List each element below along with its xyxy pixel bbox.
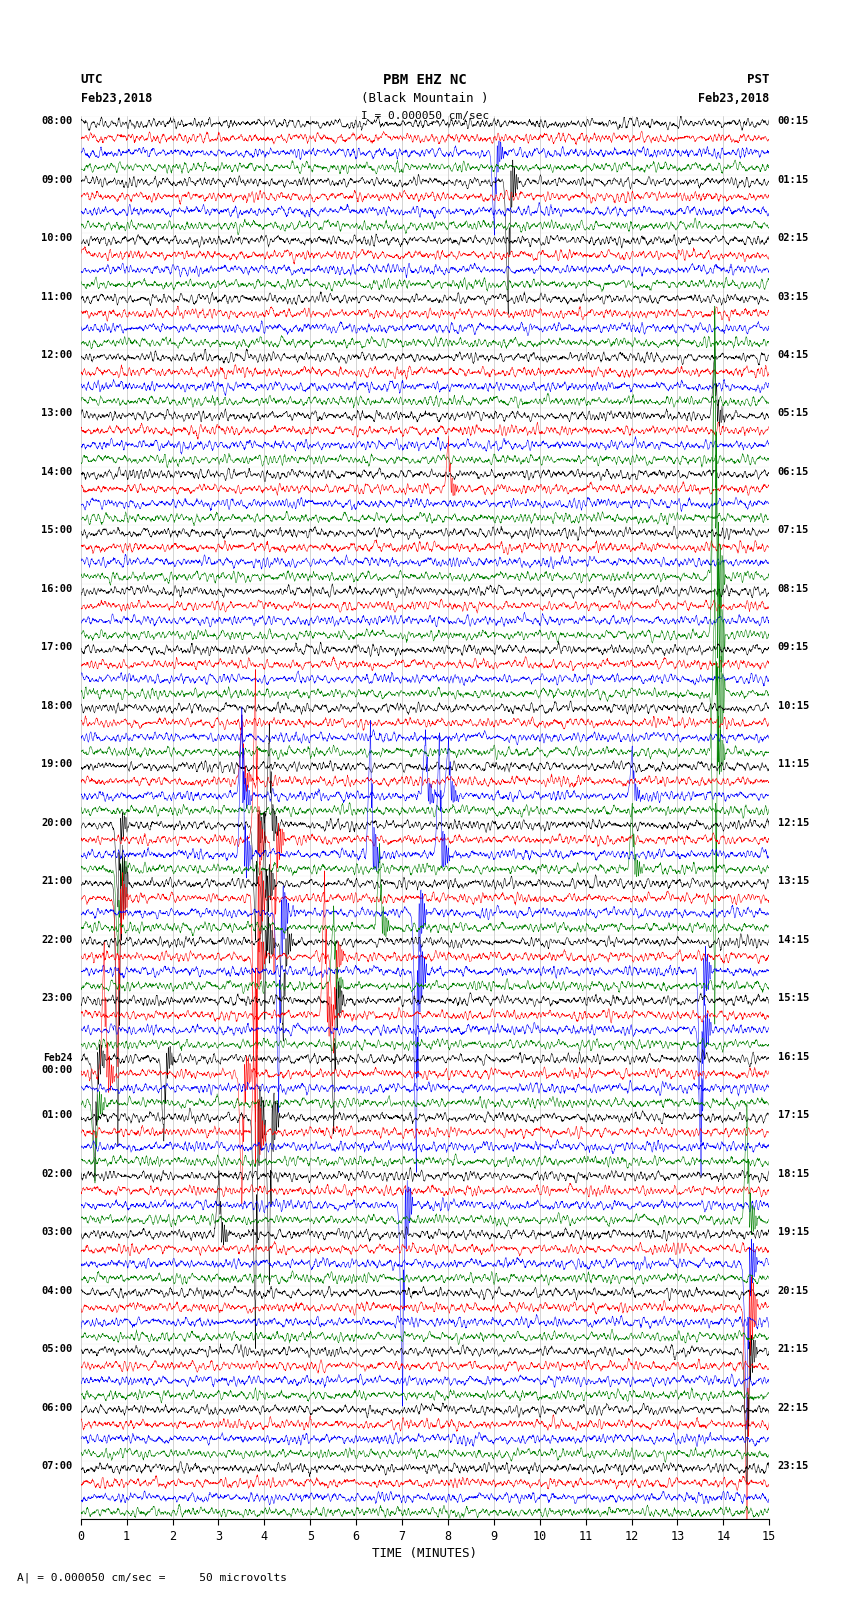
Text: Feb23,2018: Feb23,2018 [81, 92, 152, 105]
Text: 20:15: 20:15 [778, 1286, 808, 1295]
Text: 13:00: 13:00 [42, 408, 72, 418]
Text: 12:15: 12:15 [778, 818, 808, 827]
Text: 14:00: 14:00 [42, 468, 72, 477]
Text: 17:00: 17:00 [42, 642, 72, 652]
Text: PBM EHZ NC: PBM EHZ NC [383, 73, 467, 87]
Text: 09:15: 09:15 [778, 642, 808, 652]
Text: 15:15: 15:15 [778, 994, 808, 1003]
Text: (Black Mountain ): (Black Mountain ) [361, 92, 489, 105]
Text: 11:15: 11:15 [778, 760, 808, 769]
Text: 23:00: 23:00 [42, 994, 72, 1003]
Text: 05:15: 05:15 [778, 408, 808, 418]
Text: 09:00: 09:00 [42, 174, 72, 184]
Text: 01:00: 01:00 [42, 1110, 72, 1119]
Text: 15:00: 15:00 [42, 526, 72, 536]
Text: PST: PST [747, 73, 769, 85]
Text: 07:00: 07:00 [42, 1461, 72, 1471]
Text: 08:15: 08:15 [778, 584, 808, 594]
Text: 06:15: 06:15 [778, 468, 808, 477]
X-axis label: TIME (MINUTES): TIME (MINUTES) [372, 1547, 478, 1560]
Text: 13:15: 13:15 [778, 876, 808, 886]
Text: 07:15: 07:15 [778, 526, 808, 536]
Text: 16:15: 16:15 [778, 1052, 808, 1061]
Text: 01:15: 01:15 [778, 174, 808, 184]
Text: 22:15: 22:15 [778, 1403, 808, 1413]
Text: 20:00: 20:00 [42, 818, 72, 827]
Text: 21:00: 21:00 [42, 876, 72, 886]
Text: 21:15: 21:15 [778, 1344, 808, 1353]
Text: 04:15: 04:15 [778, 350, 808, 360]
Text: 23:15: 23:15 [778, 1461, 808, 1471]
Text: UTC: UTC [81, 73, 103, 85]
Text: 00:15: 00:15 [778, 116, 808, 126]
Text: 06:00: 06:00 [42, 1403, 72, 1413]
Text: A| = 0.000050 cm/sec =     50 microvolts: A| = 0.000050 cm/sec = 50 microvolts [17, 1573, 287, 1582]
Text: 03:15: 03:15 [778, 292, 808, 302]
Text: 10:00: 10:00 [42, 234, 72, 244]
Text: 17:15: 17:15 [778, 1110, 808, 1119]
Text: 18:15: 18:15 [778, 1169, 808, 1179]
Text: 02:15: 02:15 [778, 234, 808, 244]
Text: 00:00: 00:00 [42, 1065, 72, 1074]
Text: 02:00: 02:00 [42, 1169, 72, 1179]
Text: 11:00: 11:00 [42, 292, 72, 302]
Text: 14:15: 14:15 [778, 936, 808, 945]
Text: Feb24: Feb24 [43, 1053, 72, 1063]
Text: 19:15: 19:15 [778, 1227, 808, 1237]
Text: 03:00: 03:00 [42, 1227, 72, 1237]
Text: Feb23,2018: Feb23,2018 [698, 92, 769, 105]
Text: 08:00: 08:00 [42, 116, 72, 126]
Text: 12:00: 12:00 [42, 350, 72, 360]
Text: 18:00: 18:00 [42, 702, 72, 711]
Text: 19:00: 19:00 [42, 760, 72, 769]
Text: 04:00: 04:00 [42, 1286, 72, 1295]
Text: 16:00: 16:00 [42, 584, 72, 594]
Text: 05:00: 05:00 [42, 1344, 72, 1353]
Text: 10:15: 10:15 [778, 702, 808, 711]
Text: 22:00: 22:00 [42, 936, 72, 945]
Text: I = 0.000050 cm/sec: I = 0.000050 cm/sec [361, 111, 489, 121]
